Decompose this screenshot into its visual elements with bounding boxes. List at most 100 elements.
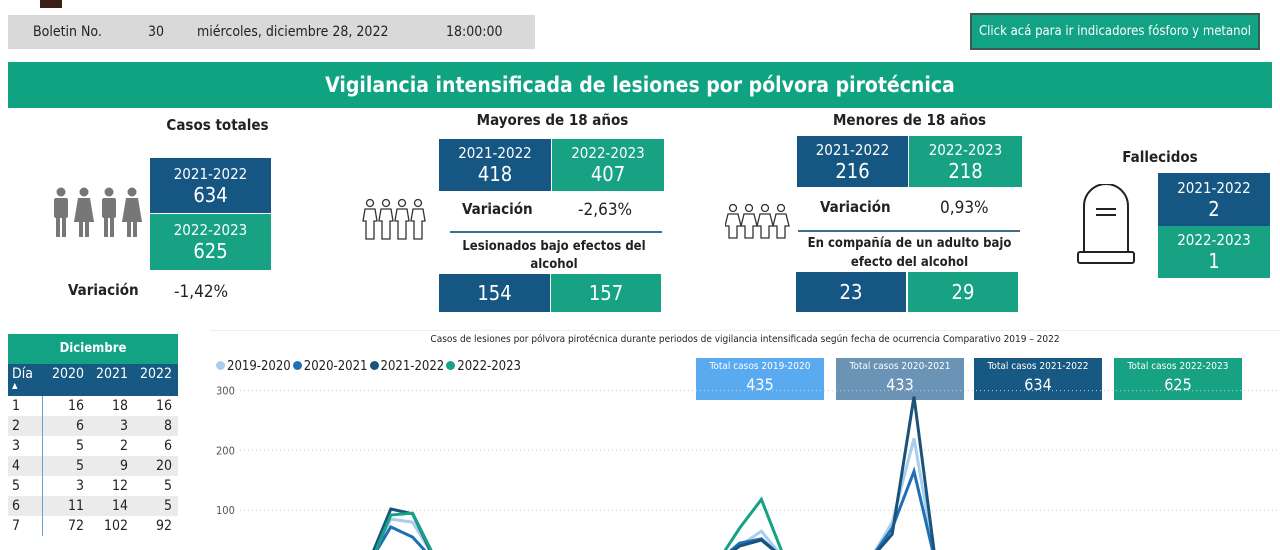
page-title: Vigilancia intensificada de lesiones por… xyxy=(8,62,1272,108)
table-cell: 3 xyxy=(75,478,84,494)
total-value: 625 xyxy=(1164,375,1192,394)
table-cell: 5 xyxy=(163,498,172,514)
table-cell: 18 xyxy=(111,398,128,414)
period-label: 2021-2022 xyxy=(815,140,890,159)
period-label: 2022-2023 xyxy=(173,221,248,239)
legend-item[interactable]: 2021-2022 xyxy=(369,359,444,374)
series-line-2021-2022 xyxy=(372,396,936,550)
period-label: 2021-2022 xyxy=(1177,178,1251,197)
table-cell: 4 xyxy=(12,458,21,474)
total-cases-title: Casos totales xyxy=(166,116,269,134)
series-line-2019-2020 xyxy=(373,438,935,550)
legend-item[interactable]: 2019-2020 xyxy=(216,359,291,374)
table-cell: 8 xyxy=(163,418,172,434)
minors-2022-2023: 2022-2023 218 xyxy=(909,136,1022,187)
deaths-2022-2023: 2022-2023 1 xyxy=(1158,226,1270,278)
variation-label: Variación xyxy=(68,281,139,299)
phosphorus-methanol-link-button[interactable]: Click acá para ir indicadores fósforo y … xyxy=(970,13,1260,50)
table-row: 6 11 14 5 xyxy=(8,496,178,516)
table-cell: 6 xyxy=(12,498,21,514)
series-line-2022-2023 xyxy=(374,496,783,550)
table-cell: 5 xyxy=(12,478,21,494)
value: 218 xyxy=(948,158,983,183)
value: 625 xyxy=(193,239,228,263)
table-cell: 12 xyxy=(111,478,128,494)
adults-2022-2023: 2022-2023 407 xyxy=(552,139,664,191)
total-cases-card: Total casos 2019-2020 435 xyxy=(696,358,824,400)
chart-plot: 300 200 100 xyxy=(216,385,1280,550)
chart-title: Casos de lesiones por pólvora pirotécnic… xyxy=(430,334,1060,345)
legend-dot-icon xyxy=(369,361,379,370)
deaths-title: Fallecidos xyxy=(1122,148,1198,166)
chart-legend: 2019-2020 2020-2021 2021-2022 2022-2023 xyxy=(216,359,521,374)
total-label: Total casos 2022-2023 xyxy=(1127,361,1229,372)
table-cell: 3 xyxy=(119,418,128,434)
header-2020[interactable]: 2020 xyxy=(51,366,84,382)
table-cell: 6 xyxy=(163,438,172,454)
total-label: Total casos 2021-2022 xyxy=(987,361,1089,372)
header-2021[interactable]: 2021 xyxy=(95,366,128,382)
bulletin-bar: Boletin No. 30 miércoles, diciembre 28, … xyxy=(8,15,535,49)
bulletin-label: Boletin No. xyxy=(33,24,102,40)
table-row: 1 16 18 16 xyxy=(8,396,178,416)
variation-label: Variación xyxy=(462,200,533,218)
total-value: 435 xyxy=(746,375,774,394)
table-row: 5 3 12 5 xyxy=(8,476,178,496)
table-row: 4 5 9 20 xyxy=(8,456,178,476)
deaths-2021-2022: 2021-2022 2 xyxy=(1158,173,1270,226)
total-cases-2021-2022: 2021-2022 634 xyxy=(150,158,271,213)
value: 1 xyxy=(1208,249,1220,273)
people-group-icon xyxy=(54,187,142,237)
table-cell: 6 xyxy=(75,418,84,434)
logo xyxy=(40,0,62,8)
table-cell: 5 xyxy=(163,478,172,494)
table-cell: 2 xyxy=(119,438,128,454)
variation-label: Variación xyxy=(820,198,891,216)
adults-alcohol-2022-2023: 157 xyxy=(551,274,661,312)
legend-dot-icon xyxy=(446,361,456,370)
table-cell: 92 xyxy=(155,518,172,534)
table-cell: 2 xyxy=(12,418,21,434)
total-variation-value: -1,42% xyxy=(174,282,229,302)
value: 216 xyxy=(835,158,870,183)
value: 2 xyxy=(1208,196,1220,221)
table-cell: 16 xyxy=(155,398,172,414)
table-cell: 102 xyxy=(103,518,128,534)
table-row: 3 5 2 6 xyxy=(8,436,178,456)
header-2022[interactable]: 2022 xyxy=(139,366,172,382)
bulletin-number: 30 xyxy=(148,24,165,40)
table-cell: 16 xyxy=(67,398,84,414)
y-tick-label: 100 xyxy=(216,504,235,517)
legend-label: 2020-2021 xyxy=(303,359,368,374)
minors-alcohol-2022-2023: 29 xyxy=(908,272,1018,312)
adults-icon xyxy=(362,198,426,240)
children-icon xyxy=(725,204,790,239)
total-value: 634 xyxy=(1024,375,1052,394)
header-day[interactable]: Día ▲ xyxy=(12,366,33,390)
table-cell: 7 xyxy=(12,518,21,534)
table-row: 2 6 3 8 xyxy=(8,416,178,436)
legend-label: 2019-2020 xyxy=(227,359,291,374)
minors-alcohol-label: En compañía de un adulto bajo efecto del… xyxy=(807,236,1012,270)
table-cell: 11 xyxy=(67,498,84,514)
table-cell: 9 xyxy=(119,458,128,474)
minors-title: Menores de 18 años xyxy=(832,111,987,129)
value: 634 xyxy=(193,182,228,207)
value: 407 xyxy=(590,162,626,186)
bulletin-date: miércoles, diciembre 28, 2022 xyxy=(197,24,389,40)
adults-variation-value: -2,63% xyxy=(578,200,633,220)
divider xyxy=(450,231,662,233)
divider xyxy=(798,230,1020,232)
legend-item[interactable]: 2022-2023 xyxy=(446,359,521,374)
y-tick-label: 300 xyxy=(216,385,235,398)
total-label: Total casos 2019-2020 xyxy=(709,361,811,372)
legend-dot-icon xyxy=(292,361,302,370)
total-cases-2022-2023: 2022-2023 625 xyxy=(150,214,271,270)
minors-variation-value: 0,93% xyxy=(940,198,989,218)
minors-2021-2022: 2021-2022 216 xyxy=(797,136,908,187)
total-cases-card: Total casos 2022-2023 625 xyxy=(1114,358,1242,400)
legend-item[interactable]: 2020-2021 xyxy=(292,359,368,374)
period-label: 2022-2023 xyxy=(571,144,645,162)
adults-title: Mayores de 18 años xyxy=(476,111,629,129)
total-label: Total casos 2020-2021 xyxy=(849,361,951,372)
